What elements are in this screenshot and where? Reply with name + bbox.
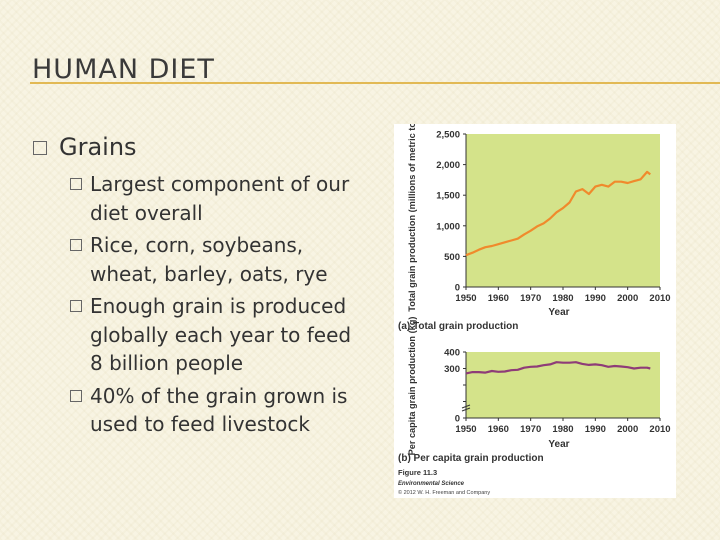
sub-bullet-text: Rice, corn, soybeans, wheat, barley, oat… (90, 233, 328, 286)
chart-a-x-tick-label: 1950 (455, 293, 476, 304)
title-divider (30, 82, 720, 84)
sub-bullet: 40% of the grain grown is used to feed l… (70, 382, 360, 439)
chart-b-x-tick-label: 1970 (520, 424, 541, 435)
sub-bullet: Largest component of our diet overall (70, 170, 360, 227)
chart-a-y-tick-label: 2,000 (436, 160, 460, 171)
chart-a-plot-area (466, 134, 660, 287)
chart-a-y-tick-label: 0 (455, 283, 460, 294)
square-bullet-icon (33, 141, 47, 155)
chart-a-y-tick-label: 500 (444, 252, 460, 263)
figure-svg: Total grain production (millions of metr… (398, 124, 671, 496)
chart-b-ticks: 1950 1960 1970 1980 1990 2000 2010 0 300 400 (444, 348, 670, 436)
chart-b-caption: (b) Per capita grain production (398, 453, 544, 464)
chart-a-xlabel: Year (548, 307, 569, 318)
square-bullet-icon (70, 389, 82, 402)
chart-b-x-tick-label: 1990 (585, 424, 606, 435)
figure-number: Figure 11.3 (398, 468, 437, 477)
chart-a-caption: (a) Total grain production (398, 321, 518, 332)
chart-a-y-tick-label: 2,500 (436, 130, 460, 141)
chart-a-x-tick-label: 1990 (585, 293, 606, 304)
chart-a-x-tick-label: 1960 (488, 293, 509, 304)
chart-a-y-tick-label: 1,500 (436, 191, 460, 202)
chart-b-xlabel: Year (548, 439, 569, 450)
sub-bullet: Enough grain is produced globally each y… (70, 292, 360, 378)
bullet-text: Grains (59, 133, 137, 161)
chart-b-axis-break (461, 404, 471, 409)
sub-bullet-list: Largest component of our diet overall Ri… (70, 170, 360, 443)
figure-copyright: © 2012 W. H. Freeman and Company (398, 489, 490, 496)
sub-bullet-text: Enough grain is produced globally each y… (90, 294, 352, 375)
chart-b-y-tick-label: 0 (455, 414, 460, 425)
chart-a-y-tick-label: 1,000 (436, 221, 460, 232)
chart-b-x-tick-label: 1960 (488, 424, 509, 435)
chart-b-series-line (465, 361, 651, 375)
chart-b-axis-break (461, 407, 471, 412)
sub-bullet-text: 40% of the grain grown is used to feed l… (90, 383, 348, 437)
chart-b-ylabel: Per capita grain production (kg) (407, 317, 417, 456)
figure-book: Environmental Science (398, 481, 465, 487)
sub-bullet-text: Largest component of our diet overall (90, 172, 350, 225)
sub-bullet: Rice, corn, soybeans, wheat, barley, oat… (70, 231, 360, 288)
chart-a-x-tick-label: 2000 (617, 293, 638, 304)
square-bullet-icon (70, 239, 82, 251)
chart-a-x-tick-label: 1980 (552, 293, 573, 304)
chart-a-ticks: 1950 1960 1970 1980 1990 2000 2010 0 500 1,000 1,5… (436, 130, 670, 305)
slide-title: HUMAN DIET (32, 54, 215, 85)
chart-b-x-tick-label: 1980 (552, 424, 573, 435)
chart-b-x-tick-label: 2000 (617, 424, 638, 435)
chart-a-x-tick-label: 1970 (520, 293, 541, 304)
square-bullet-icon (70, 300, 82, 312)
chart-b-x-tick-label: 2010 (649, 424, 670, 435)
grain-production-figure: Total grain production (millions of metr… (394, 124, 676, 498)
chart-b-y-tick-label: 300 (444, 364, 460, 375)
square-bullet-icon (70, 178, 82, 190)
chart-a-x-tick-label: 2010 (649, 293, 670, 304)
chart-a-ylabel: Total grain production (millions of metr… (407, 124, 417, 312)
chart-b-x-tick-label: 1950 (455, 424, 476, 435)
chart-a-series-line (465, 170, 651, 257)
chart-b-y-tick-label: 400 (444, 348, 460, 359)
